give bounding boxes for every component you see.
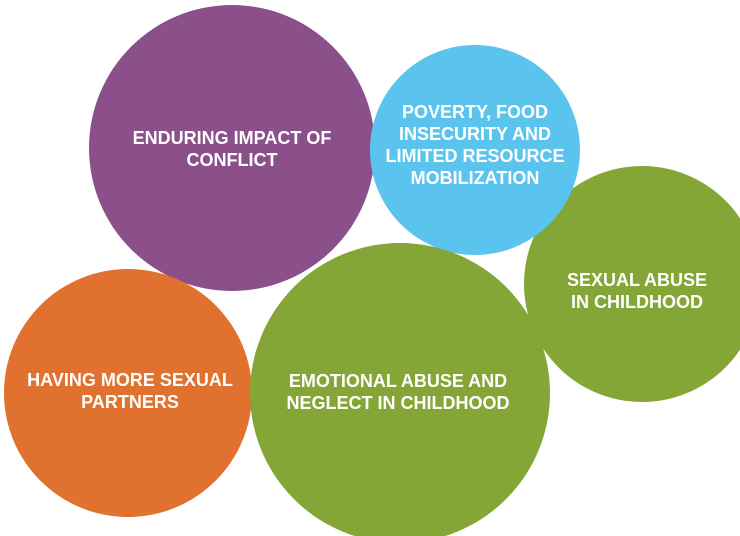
bubble (370, 45, 580, 255)
bubble-label: MOBILIZATION (411, 168, 540, 188)
bubble-label: IN CHILDHOOD (571, 292, 703, 312)
bubble-label: NEGLECT IN CHILDHOOD (287, 393, 510, 413)
bubble-label: INSECURITY AND (399, 124, 551, 144)
bubble (4, 269, 252, 517)
bubble-label: SEXUAL ABUSE (567, 270, 707, 290)
bubble-label: CONFLICT (187, 150, 278, 170)
bubble (89, 5, 375, 291)
bubble-label: PARTNERS (81, 392, 179, 412)
bubble-label: EMOTIONAL ABUSE AND (289, 371, 507, 391)
bubble-label: HAVING MORE SEXUAL (27, 370, 233, 390)
bubble-label: POVERTY, FOOD (402, 102, 548, 122)
bubble-label: ENDURING IMPACT OF (133, 128, 332, 148)
bubble-label: LIMITED RESOURCE (385, 146, 564, 166)
bubble (524, 166, 740, 402)
bubble (250, 243, 550, 536)
